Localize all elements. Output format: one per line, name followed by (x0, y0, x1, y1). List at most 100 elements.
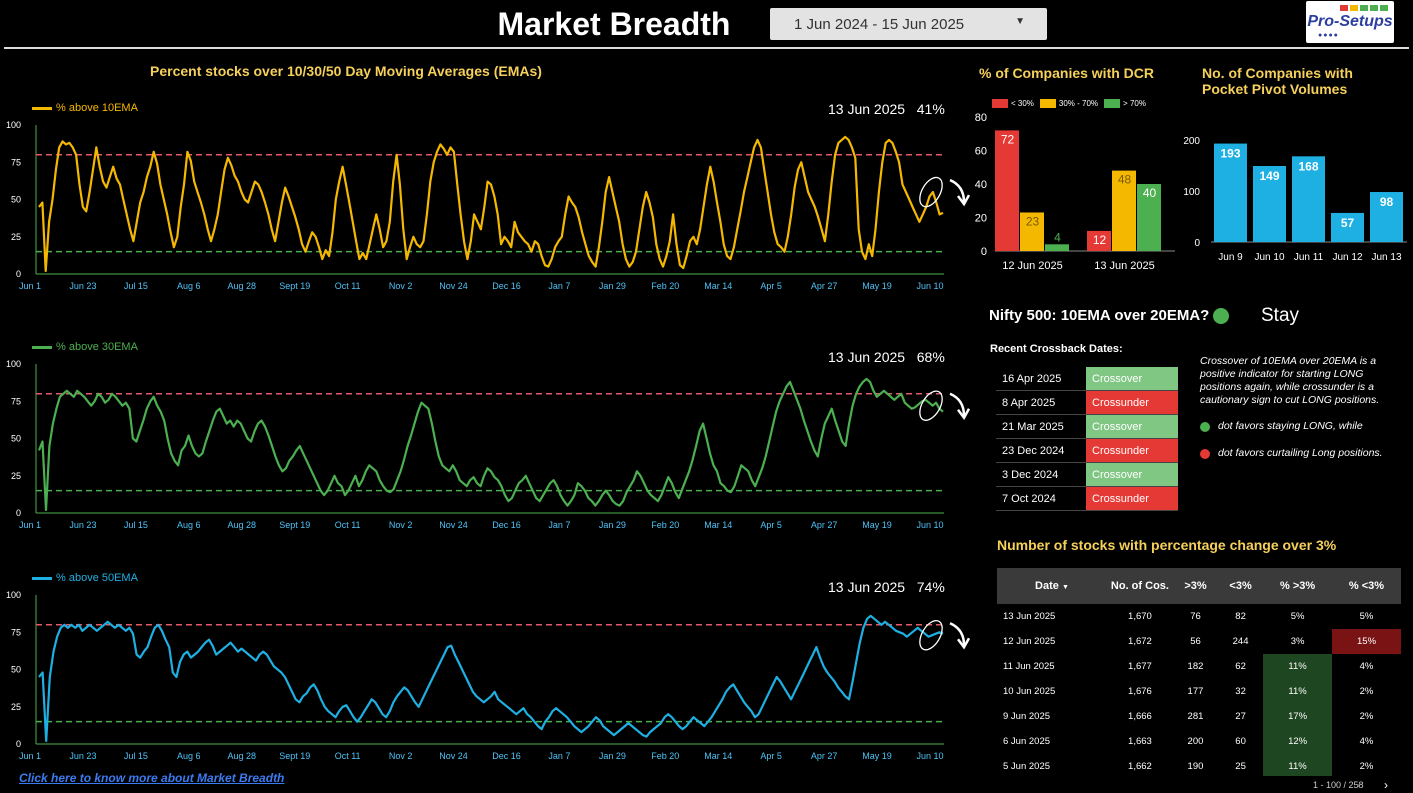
y-tick-label: 75 (11, 627, 21, 637)
series-line[interactable] (38, 614, 944, 743)
y-tick-label: 50 (11, 434, 21, 444)
chevron-down-icon[interactable]: ▼ (1015, 16, 1025, 27)
arrow-head-icon (957, 408, 971, 421)
table-cell: 177 (1187, 686, 1204, 697)
col-header-pct-gt3[interactable]: % >3% (1263, 568, 1333, 604)
table-row[interactable]: 13 Jun 2025 1,670 76 82 5% 5% (997, 604, 1401, 629)
legend-item[interactable]: 30% - 70% (1039, 99, 1098, 109)
col-header-gt3[interactable]: >3% (1172, 568, 1219, 604)
col-header-cos[interactable]: No. of Cos. (1106, 568, 1173, 604)
table-row[interactable]: 10 Jun 2025 1,676 177 32 11% 2% (997, 679, 1401, 704)
bar[interactable] (1112, 170, 1136, 251)
bar[interactable] (1045, 244, 1069, 251)
x-tick-label: Feb 20 (651, 520, 679, 530)
crossback-row: 21 Mar 2025 Crossover (996, 414, 1178, 439)
crossback-date: 8 Apr 2025 (996, 390, 1086, 415)
crossback-date: 3 Dec 2024 (996, 462, 1086, 487)
table-cell: 11 Jun 2025 (1003, 661, 1055, 672)
bar[interactable] (1087, 230, 1111, 251)
pct-change-table: Date ▼ No. of Cos. >3% <3% % >3% % <3% 1… (997, 568, 1401, 776)
x-tick-label: Oct 11 (335, 281, 361, 291)
prev-page-icon[interactable]: ‹ (1357, 778, 1361, 792)
brand-logo[interactable]: Pro-Setups ●●●● (1306, 1, 1394, 43)
series-line[interactable] (37, 377, 944, 512)
highlight-ellipse (919, 176, 943, 208)
bar[interactable] (1214, 143, 1247, 242)
legend-50ema[interactable]: % above 50EMA (32, 572, 138, 584)
bar[interactable] (995, 130, 1019, 251)
y-tick-label: 80 (975, 112, 987, 124)
legend-10ema[interactable]: % above 10EMA (32, 102, 138, 114)
table-cell: 12% (1263, 729, 1333, 754)
crossback-row: 8 Apr 2025 Crossunder (996, 390, 1178, 415)
table-row[interactable]: 9 Jun 2025 1,666 281 27 17% 2% (997, 704, 1401, 729)
date-range-picker[interactable]: 1 Jun 2024 - 15 Jun 2025 ▼ (770, 8, 1047, 40)
bar[interactable] (1137, 184, 1161, 251)
bar[interactable] (1292, 156, 1325, 242)
pct-change-title: Number of stocks with percentage change … (997, 537, 1337, 553)
table-row[interactable]: 12 Jun 2025 1,672 56 244 3% 15% (997, 629, 1401, 654)
x-tick-label: Apr 27 (811, 281, 838, 291)
table-row[interactable]: 11 Jun 2025 1,677 182 62 11% 4% (997, 654, 1401, 679)
crossback-type: Crossover (1086, 367, 1178, 391)
y-tick-label: 60 (975, 146, 987, 158)
col-header-date[interactable]: Date ▼ (997, 568, 1107, 604)
table-cell: 82 (1235, 611, 1246, 622)
table-cell: 32 (1235, 686, 1246, 697)
x-tick-label: Jun 1 (19, 751, 41, 761)
line-chart-50ema[interactable]: 100 75 50 25 0 Jun 1 Jun 23 Jul 15 Aug 6 Aug 28 Se… (0, 585, 975, 765)
table-cell: 182 (1187, 661, 1204, 672)
bar[interactable] (1370, 192, 1403, 242)
series-line[interactable] (38, 135, 944, 273)
crossback-date: 7 Oct 2024 (996, 486, 1086, 511)
legend-swatch (32, 106, 52, 110)
dcr-chart-title: % of Companies with DCR (979, 65, 1155, 81)
legend-30ema[interactable]: % above 30EMA (32, 341, 138, 353)
col-header-pct-lt3[interactable]: % <3% (1332, 568, 1401, 604)
crossback-type: Crossover (1086, 414, 1178, 439)
table-cell: 1,666 (1128, 711, 1152, 722)
line-chart-10ema[interactable]: 100 75 50 25 0 Jun 1 Jun 23 Jul 15 Aug 6 Aug 28 Se… (0, 115, 975, 295)
table-cell: 11% (1263, 654, 1333, 679)
pocket-pivot-bar-chart[interactable]: 200 100 0 193 Jun 9 149 Jun 10 168 Jun 11 57 Jun 1… (1175, 125, 1410, 267)
data-label: 168 (1298, 159, 1318, 173)
table-row[interactable]: 5 Jun 2025 1,662 190 25 11% 2% (997, 754, 1401, 776)
bar[interactable] (1253, 166, 1286, 242)
legend-label: % above 10EMA (56, 102, 138, 114)
bar[interactable] (1331, 212, 1364, 242)
dcr-bar-chart[interactable]: 80 60 40 20 0 72 23 4 12 Jun 2025 12 48 40 13 Jun 20… (965, 110, 1175, 275)
crossover-explanation: Crossover of 10EMA over 20EMA is a posit… (1200, 355, 1380, 406)
table-cell: 5% (1290, 611, 1305, 622)
data-label: 40 (1143, 186, 1157, 200)
crossback-date: 16 Apr 2025 (996, 367, 1086, 391)
next-page-icon[interactable]: › (1384, 778, 1388, 792)
y-tick-label: 50 (11, 665, 21, 675)
x-tick-label: Jun 10 (916, 520, 943, 530)
crossback-type: Crossunder (1086, 390, 1178, 415)
x-tick-label: May 19 (862, 520, 892, 530)
table-row[interactable]: 6 Jun 2025 1,663 200 60 12% 4% (997, 729, 1401, 754)
market-breadth-info-link[interactable]: Click here to know more about Market Bre… (19, 771, 285, 785)
bar[interactable] (1020, 212, 1044, 251)
pct-change-table-viewport[interactable]: Date ▼ No. of Cos. >3% <3% % >3% % <3% 1… (997, 568, 1401, 776)
legend-item[interactable]: > 70% (1104, 99, 1146, 109)
x-tick-label: Jun 1 (19, 281, 41, 291)
x-tick-label: 12 Jun 2025 (1002, 260, 1063, 272)
x-tick-label: Jun 1 (19, 520, 41, 530)
line-chart-30ema[interactable]: 100 75 50 25 0 Jun 1 Jun 23 Jul 15 Aug 6 Aug 28 Se… (0, 354, 975, 534)
last-pct: 74% (916, 579, 945, 595)
y-tick-label: 0 (16, 269, 21, 279)
table-cell: 4% (1359, 661, 1374, 672)
y-tick-label: 25 (11, 702, 21, 712)
x-tick-label: Oct 11 (335, 751, 361, 761)
x-tick-label: Oct 11 (335, 520, 361, 530)
last-value-30ema: 13 Jun 2025 68% (828, 349, 945, 365)
crossback-row: 23 Dec 2024 Crossunder (996, 438, 1178, 463)
x-tick-label: Mar 14 (704, 281, 732, 291)
table-cell: 2% (1359, 711, 1374, 722)
legend-item[interactable]: < 30% (992, 99, 1034, 109)
col-header-lt3[interactable]: <3% (1218, 568, 1264, 604)
table-cell: 9 Jun 2025 (1003, 711, 1051, 722)
x-tick-label: Sept 19 (279, 520, 310, 530)
y-tick-label: 100 (6, 359, 21, 369)
